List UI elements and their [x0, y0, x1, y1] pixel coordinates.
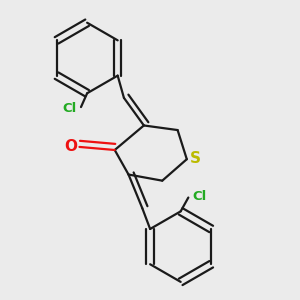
Text: Cl: Cl — [193, 190, 207, 202]
Text: Cl: Cl — [62, 102, 76, 115]
Text: O: O — [64, 139, 77, 154]
Text: S: S — [190, 151, 201, 166]
